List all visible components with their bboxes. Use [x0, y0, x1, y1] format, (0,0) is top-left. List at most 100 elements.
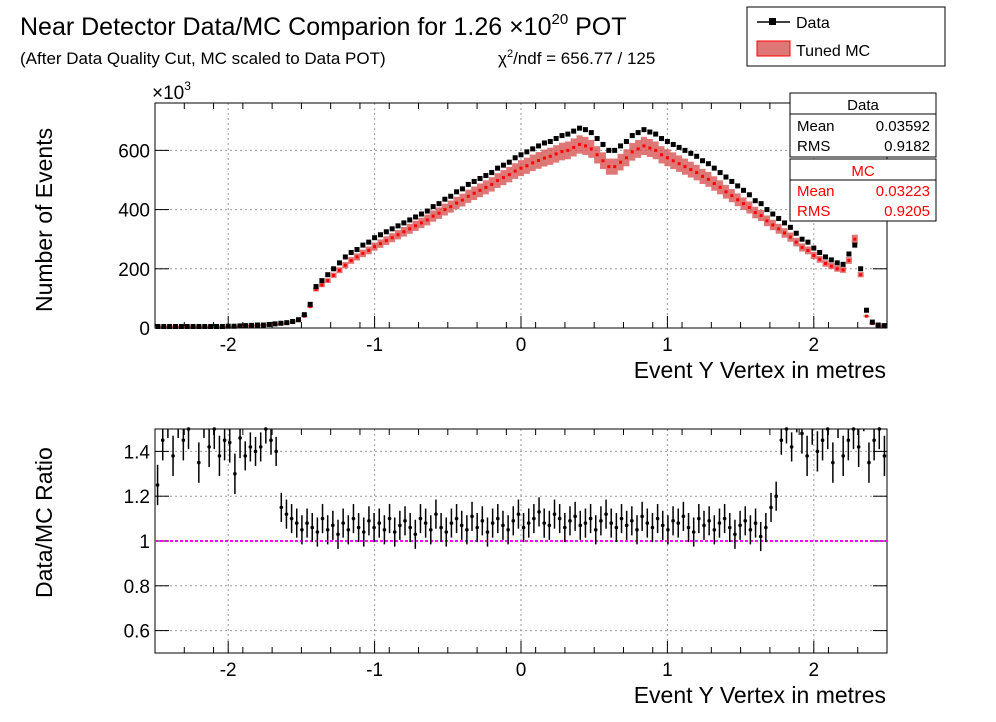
data-point: [641, 127, 647, 133]
data-point: [260, 322, 266, 328]
data-point: [817, 250, 823, 256]
ratio-point: [779, 438, 784, 443]
data-point: [828, 257, 834, 263]
data-point: [647, 129, 653, 135]
mc-point: [671, 159, 675, 163]
ratio-point: [609, 521, 614, 525]
data-point: [225, 323, 231, 329]
ratio-point: [604, 512, 608, 516]
mc-point: [431, 214, 435, 218]
ratio-point: [738, 523, 742, 528]
ratio-point: [264, 427, 268, 431]
mc-point: [396, 233, 400, 237]
data-point: [172, 324, 178, 330]
ratio-point: [789, 445, 794, 449]
data-point: [577, 125, 583, 131]
mc-point: [560, 150, 564, 154]
data-point: [676, 144, 682, 150]
ratio-point: [748, 528, 753, 532]
mc-point: [542, 156, 546, 160]
mc-point: [613, 165, 617, 169]
mc-point: [601, 159, 605, 163]
mc-point: [314, 288, 318, 292]
ratio-point: [511, 519, 516, 523]
data-point: [787, 224, 793, 230]
ratio-point: [336, 532, 340, 537]
ratio-point: [253, 449, 258, 454]
ratio-point: [346, 528, 351, 532]
ratio-point: [186, 427, 191, 431]
data-point: [735, 183, 741, 189]
mc-point: [683, 165, 687, 169]
ratio-point: [846, 438, 851, 443]
data-point: [489, 170, 495, 176]
ratio-point: [867, 460, 871, 465]
data-point: [799, 236, 805, 242]
legend: Data Tuned MC: [746, 6, 946, 67]
data-point: [161, 324, 167, 330]
ratio-point: [640, 514, 644, 519]
ratio-point: [320, 516, 325, 521]
ratio-point: [717, 521, 722, 525]
mc-point: [373, 245, 377, 249]
ratio-point: [573, 514, 577, 519]
top-x-tick-label: 0: [516, 335, 527, 356]
ratio-point: [155, 483, 160, 487]
data-point: [208, 324, 214, 330]
data-point: [243, 323, 249, 329]
svg-text:Mean: Mean: [797, 118, 835, 135]
mc-point: [566, 148, 570, 152]
data-point: [231, 323, 237, 329]
mc-point: [472, 191, 476, 195]
mc-point: [367, 248, 371, 252]
mc-point: [677, 162, 681, 166]
mc-point: [537, 158, 541, 162]
data-point: [746, 192, 752, 198]
ratio-point: [877, 427, 882, 431]
data-point: [266, 321, 272, 327]
top-x-tick-label: -2: [220, 335, 237, 356]
ratio-point: [655, 516, 660, 521]
ratio-point: [227, 440, 232, 445]
top-grid: [155, 103, 887, 329]
data-point: [711, 165, 717, 171]
mc-point: [531, 161, 535, 165]
mc-point: [753, 211, 757, 215]
legend-data-label: Data: [796, 15, 830, 32]
ratio-point: [820, 438, 825, 443]
ratio-point: [851, 427, 856, 431]
ratio-point: [238, 436, 242, 440]
data-point: [700, 158, 706, 164]
mc-point: [332, 273, 336, 277]
ratio-point: [825, 427, 830, 431]
ratio-point: [258, 445, 263, 449]
data-point: [477, 175, 483, 181]
ratio-point: [480, 519, 485, 523]
ratio-point: [377, 521, 382, 525]
ratio-point: [351, 516, 356, 521]
svg-text:0.03223: 0.03223: [876, 183, 930, 200]
data-point: [407, 217, 413, 223]
ratio-point: [341, 521, 345, 525]
data-point: [278, 320, 284, 326]
data-point: [571, 128, 577, 134]
ratio-point: [764, 525, 768, 530]
mc-point: [490, 182, 494, 186]
ratio-point: [382, 528, 387, 532]
data-point: [254, 322, 260, 328]
mc-point: [642, 144, 646, 148]
mc-point: [824, 261, 828, 265]
data-point: [202, 324, 208, 330]
top-y-tick-label: 0: [139, 319, 150, 340]
data-point: [331, 266, 337, 272]
top-x-tick-label: 1: [662, 335, 673, 356]
ratio-point: [758, 534, 763, 539]
ratio-point: [856, 445, 861, 449]
svg-text:0.9182: 0.9182: [884, 138, 930, 155]
data-point: [717, 170, 723, 176]
mc-point: [765, 219, 769, 223]
ratio-point: [475, 525, 479, 530]
mc-point: [706, 177, 710, 181]
data-point: [272, 321, 278, 327]
